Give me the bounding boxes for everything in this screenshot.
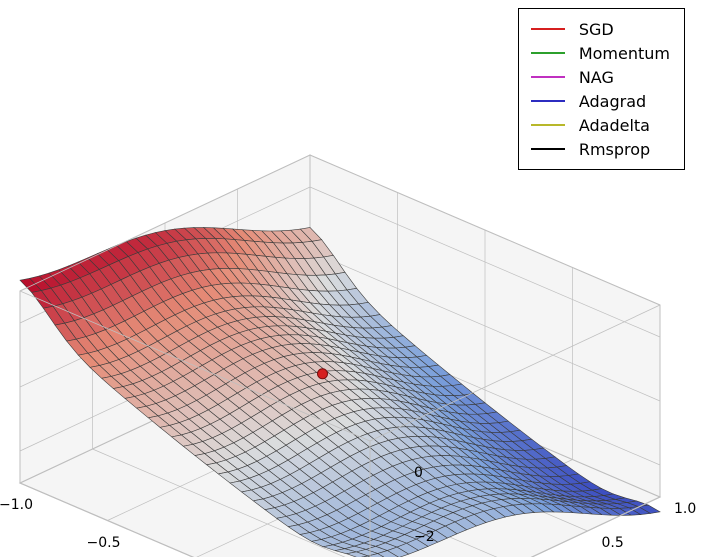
- legend-entry: SGD: [531, 17, 670, 41]
- axis-tick-label: −2: [414, 529, 435, 545]
- legend-entry: Momentum: [531, 41, 670, 65]
- axis-tick-label: 0.5: [602, 535, 624, 551]
- legend-entry: Adadelta: [531, 113, 670, 137]
- legend-label: SGD: [579, 20, 614, 39]
- legend-label: NAG: [579, 68, 614, 87]
- legend-color-line: [531, 76, 565, 78]
- axis-tick-label: −1.0: [0, 497, 33, 513]
- legend-entry: Adagrad: [531, 89, 670, 113]
- legend-color-line: [531, 52, 565, 54]
- legend-entry: NAG: [531, 65, 670, 89]
- legend: SGD Momentum NAG Adagrad Adadelta Rmsprop: [518, 8, 685, 170]
- axis-tick-label: 0: [414, 465, 423, 481]
- legend-label: Momentum: [579, 44, 670, 63]
- axis-tick-label: −0.5: [87, 535, 121, 551]
- legend-color-line: [531, 28, 565, 30]
- legend-label: Adagrad: [579, 92, 646, 111]
- legend-label: Rmsprop: [579, 140, 650, 159]
- legend-color-line: [531, 124, 565, 126]
- legend-color-line: [531, 100, 565, 102]
- legend-color-line: [531, 148, 565, 150]
- legend-entry: Rmsprop: [531, 137, 670, 161]
- axis-tick-label: 1.0: [674, 501, 696, 517]
- legend-label: Adadelta: [579, 116, 650, 135]
